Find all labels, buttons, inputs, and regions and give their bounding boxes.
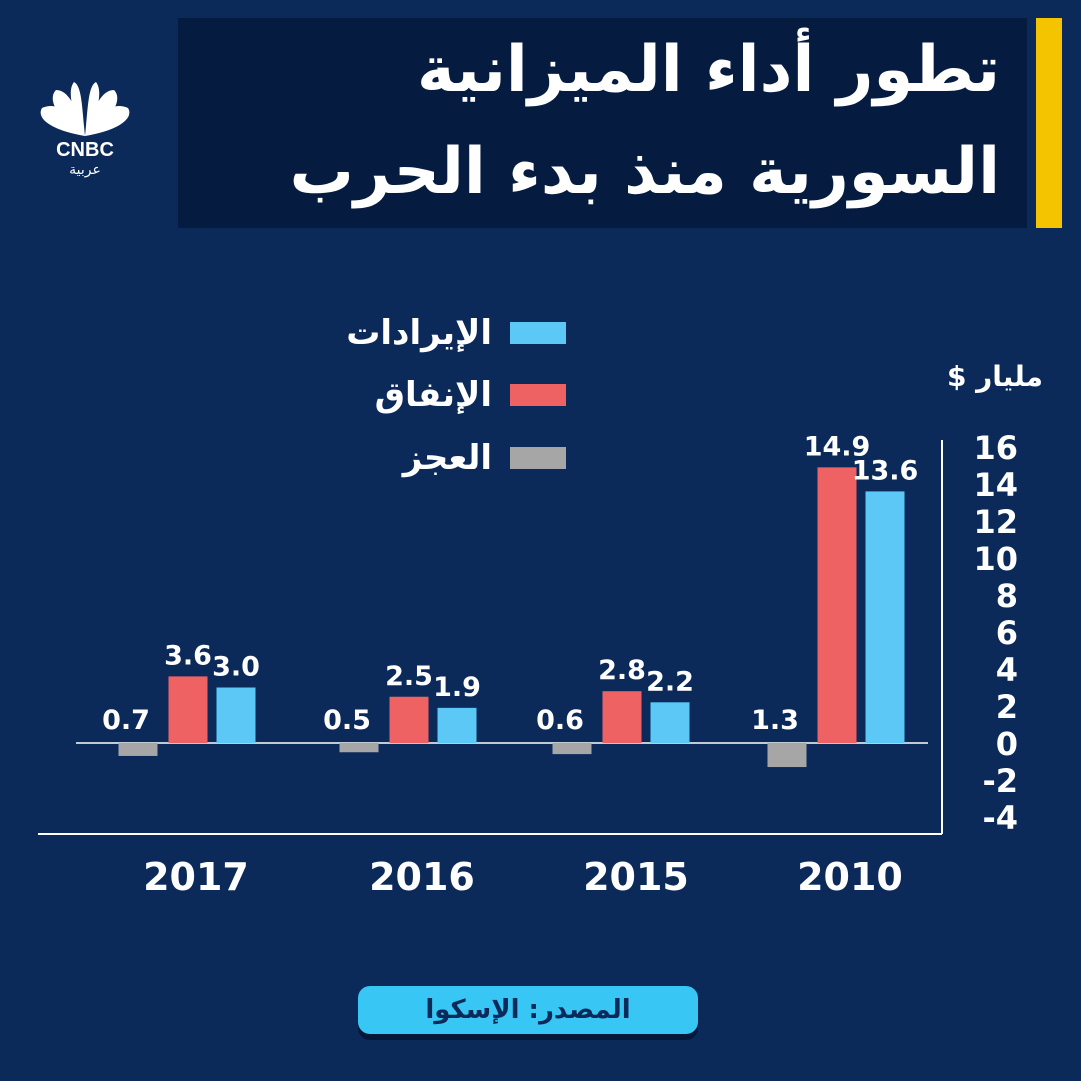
legend-label-revenue: الإيرادات [346,313,492,353]
y-axis-unit-label: مليار $ [946,360,1043,393]
data-label-deficit-2016: 0.5 [323,705,371,736]
legend-swatch-deficit [510,447,566,469]
data-label-deficit-2010: 1.3 [751,705,799,736]
data-label-spending-2010: 14.9 [804,431,871,462]
logo-sub: عربية [69,162,101,178]
y-tick-label: 10 [973,540,1018,578]
legend-swatch-revenue [510,322,566,344]
legend-label-deficit: العجز [402,438,492,478]
x-category-label: 2015 [583,855,689,899]
y-tick-label: 2 [996,688,1018,726]
x-category-label: 2010 [797,855,903,899]
bar-revenue-2010 [865,491,905,743]
bar-deficit-2017 [118,743,158,756]
data-label-spending-2017: 3.6 [164,640,212,671]
source-label: المصدر: الإسكوا [358,986,698,1034]
y-tick-label: 6 [996,614,1018,652]
y-tick-label: 12 [973,503,1018,541]
logo-brand: CNBC [56,139,114,161]
peacock-logo-icon: CNBC عربية [40,82,130,178]
bar-deficit-2010 [767,743,807,768]
title-accent-bar [1036,18,1062,228]
data-label-spending-2015: 2.8 [598,655,646,686]
title-panel [178,18,1027,228]
legend-item-revenue: الإيرادات [346,313,566,353]
data-label-revenue-2016: 1.9 [433,672,481,703]
bar-deficit-2015 [552,743,592,755]
y-tick-label: 8 [996,577,1018,615]
x-category-label: 2017 [143,855,249,899]
y-tick-label: 14 [973,466,1018,504]
title-line-1: تطور أداء الميزانية [416,33,1000,107]
title-line-2: السورية منذ بدء الحرب [289,135,1000,209]
data-label-spending-2016: 2.5 [385,661,433,692]
legend-item-spending: الإنفاق [375,375,566,415]
bar-spending-2016 [389,696,429,743]
bar-revenue-2016 [437,707,477,743]
bar-spending-2015 [602,691,642,743]
bar-revenue-2015 [650,702,690,743]
data-label-revenue-2017: 3.0 [212,652,260,683]
data-label-revenue-2010: 13.6 [852,455,919,486]
legend-label-spending: الإنفاق [374,375,492,415]
bar-deficit-2016 [339,743,379,753]
y-tick-label: 0 [996,725,1018,763]
y-tick-label: -2 [982,762,1018,800]
data-label-deficit-2015: 0.6 [536,705,584,736]
bar-spending-2010 [817,467,857,743]
y-tick-label: 16 [973,429,1018,467]
legend-swatch-spending [510,384,566,406]
bar-spending-2017 [168,676,208,743]
bar-revenue-2017 [216,687,256,743]
data-label-deficit-2017: 0.7 [102,705,150,736]
x-category-label: 2016 [369,855,475,899]
legend-item-deficit: العجز [403,438,566,478]
y-tick-label: 4 [996,651,1018,689]
data-label-revenue-2015: 2.2 [646,666,694,697]
y-tick-label: -4 [982,799,1018,837]
